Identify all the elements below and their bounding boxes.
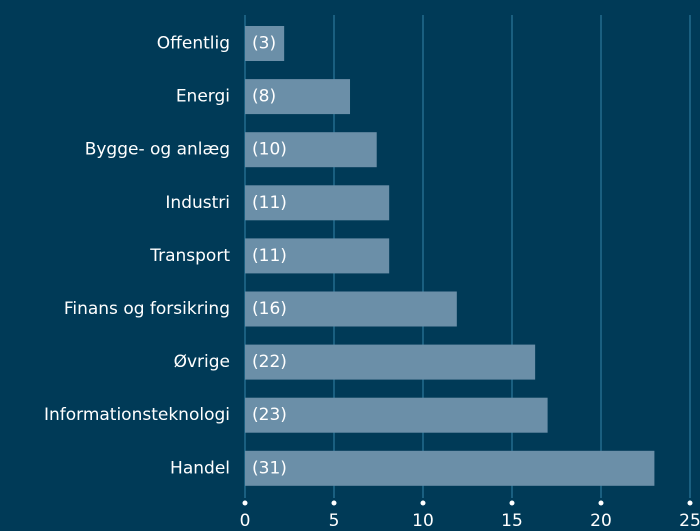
- bar: [245, 291, 457, 327]
- category-label: Energi: [176, 87, 230, 107]
- bar-annotation: (16): [252, 299, 287, 319]
- bar-annotation: (11): [252, 193, 287, 213]
- category-label: Finans og forsikring: [64, 299, 230, 319]
- bar: [245, 450, 655, 486]
- category-label: Transport: [149, 246, 230, 266]
- bar-annotation: (10): [252, 140, 287, 160]
- bar: [245, 79, 351, 115]
- x-tick-label: 15: [501, 511, 523, 531]
- x-tick-label: 0: [240, 511, 251, 531]
- tick-dot: [242, 500, 248, 506]
- bar: [245, 397, 548, 433]
- bar-annotation: (3): [252, 34, 276, 54]
- bar-annotation: (31): [252, 458, 287, 478]
- tick-dot: [598, 500, 604, 506]
- x-tick-label: 10: [412, 511, 434, 531]
- bar: [245, 26, 285, 61]
- x-tick-label: 20: [590, 511, 612, 531]
- tick-dot: [420, 500, 426, 506]
- bar: [245, 185, 390, 221]
- tick-dot: [331, 500, 337, 506]
- tick-dot: [687, 500, 693, 506]
- category-label: Informationsteknologi: [44, 405, 230, 425]
- category-label: Handel: [170, 458, 230, 478]
- category-label: Øvrige: [174, 352, 230, 372]
- bar: [245, 344, 536, 380]
- category-label: Industri: [165, 193, 230, 213]
- bar: [245, 238, 390, 274]
- x-tick-label: 25: [679, 511, 700, 531]
- category-label: Bygge- og anlæg: [85, 140, 230, 160]
- x-tick-label: 5: [329, 511, 340, 531]
- bar-annotation: (11): [252, 246, 287, 266]
- bar: [245, 132, 377, 168]
- category-label: Offentlig: [157, 34, 230, 54]
- bar-annotation: (23): [252, 405, 287, 425]
- bar-annotation: (22): [252, 352, 287, 372]
- bar-annotation: (8): [252, 87, 276, 107]
- tick-dot: [509, 500, 515, 506]
